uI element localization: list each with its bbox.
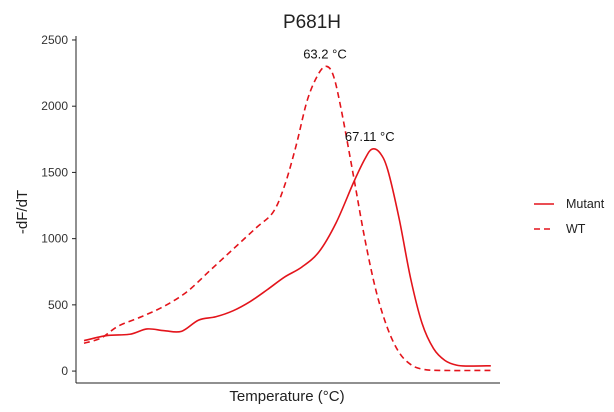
- legend-label-mutant: Mutant: [566, 197, 605, 211]
- peak-annotation: 63.2 °C: [303, 46, 347, 61]
- y-axis-label: -dF/dT: [14, 190, 31, 234]
- y-ticks: 0 500 1000 1500 2000 2500: [41, 33, 76, 378]
- y-tick-label: 1500: [41, 165, 68, 179]
- series-layer: [83, 65, 491, 372]
- x-axis-label: Temperature (°C): [229, 388, 344, 405]
- y-tick-label: 0: [61, 364, 68, 378]
- annotation-layer: 63.2 °C 67.11 °C: [303, 46, 394, 144]
- legend-label-wt: WT: [566, 222, 586, 236]
- y-tick-label: 2500: [41, 33, 68, 47]
- y-tick-label: 1000: [41, 232, 68, 246]
- series-line-wt: [83, 65, 491, 372]
- y-tick-label: 500: [48, 298, 68, 312]
- chart-title: P681H: [283, 12, 341, 33]
- series-line-mutant: [83, 148, 491, 367]
- legend: Mutant WT: [534, 197, 605, 236]
- peak-annotation: 67.11 °C: [345, 129, 395, 144]
- y-tick-label: 2000: [41, 99, 68, 113]
